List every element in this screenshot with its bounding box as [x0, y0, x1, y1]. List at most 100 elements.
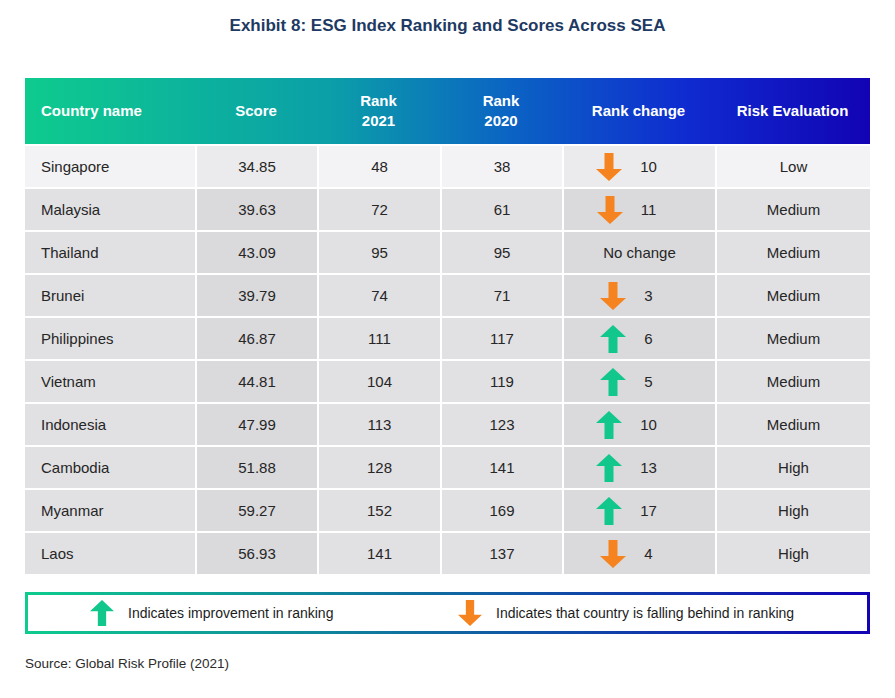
rank-2020-cell: 141 — [440, 447, 562, 488]
country-cell: Malaysia — [25, 189, 195, 230]
rank-change-cell: 3 — [562, 275, 715, 316]
exhibit-page: Exhibit 8: ESG Index Ranking and Scores … — [0, 0, 895, 698]
rank-up-arrow-icon — [596, 497, 622, 525]
score-cell: 43.09 — [195, 232, 317, 273]
risk-cell: Medium — [715, 361, 870, 402]
score-cell: 44.81 — [195, 361, 317, 402]
rank-change-value: 5 — [644, 373, 652, 390]
score-cell: 47.99 — [195, 404, 317, 445]
score-cell: 46.87 — [195, 318, 317, 359]
rank-2021-cell: 74 — [317, 275, 440, 316]
rank-2021-cell: 113 — [317, 404, 440, 445]
rank-2021-cell: 141 — [317, 533, 440, 574]
rank-2021-cell: 95 — [317, 232, 440, 273]
rank-2020-cell: 119 — [440, 361, 562, 402]
rank-up-arrow-icon — [600, 368, 626, 396]
score-cell: 51.88 — [195, 447, 317, 488]
rank-down-arrow-icon — [597, 196, 623, 224]
esg-ranking-table: Country name Score Rank 2021 Rank 2020 R… — [25, 78, 870, 574]
rank-2021-cell: 48 — [317, 146, 440, 187]
rank-2020-cell: 169 — [440, 490, 562, 531]
rank-change-group: 10 — [596, 411, 657, 439]
rank-change-value: No change — [603, 244, 676, 261]
table-row: Myanmar 59.27 152 169 17 High — [25, 490, 870, 531]
exhibit-title: Exhibit 8: ESG Index Ranking and Scores … — [0, 16, 895, 36]
rank-change-value: 11 — [641, 201, 657, 218]
table-row: Brunei 39.79 74 71 3 Medium — [25, 275, 870, 316]
header-rank-2021: Rank 2021 — [317, 78, 440, 144]
legend-improve-text: Indicates improvement in ranking — [128, 605, 333, 621]
legend-box: Indicates improvement in ranking Indicat… — [25, 592, 870, 634]
table-row: Philippines 46.87 111 117 6 Medium — [25, 318, 870, 359]
risk-cell: Medium — [715, 318, 870, 359]
legend-decline-text: Indicates that country is falling behind… — [496, 605, 794, 621]
rank-change-group: 5 — [600, 368, 652, 396]
legend-improve: Indicates improvement in ranking — [90, 595, 333, 631]
down-arrow-icon — [458, 598, 482, 628]
rank-change-cell: 11 — [562, 189, 715, 230]
table-row: Malaysia 39.63 72 61 11 Medium — [25, 189, 870, 230]
table-header-row: Country name Score Rank 2021 Rank 2020 R… — [25, 78, 870, 144]
rank-2021-cell: 111 — [317, 318, 440, 359]
rank-2021-cell: 152 — [317, 490, 440, 531]
rank-change-group: 13 — [596, 454, 657, 482]
rank-change-cell: 10 — [562, 404, 715, 445]
rank-change-group: 4 — [600, 540, 652, 568]
table-row: Indonesia 47.99 113 123 10 Medium — [25, 404, 870, 445]
table-body: Singapore 34.85 48 38 10 Low Malaysia 39… — [25, 146, 870, 574]
rank-2021-cell: 72 — [317, 189, 440, 230]
rank-change-cell: 10 — [562, 146, 715, 187]
rank-change-value: 17 — [640, 502, 657, 519]
rank-change-group: 6 — [600, 325, 652, 353]
table-row: Laos 56.93 141 137 4 High — [25, 533, 870, 574]
risk-cell: Low — [715, 146, 870, 187]
rank-2020-cell: 38 — [440, 146, 562, 187]
rank-down-arrow-icon — [596, 153, 622, 181]
country-cell: Thailand — [25, 232, 195, 273]
score-cell: 59.27 — [195, 490, 317, 531]
rank-down-arrow-icon — [600, 282, 626, 310]
header-country-name: Country name — [25, 78, 195, 144]
table-row: Thailand 43.09 95 95 No change Medium — [25, 232, 870, 273]
rank-2020-cell: 137 — [440, 533, 562, 574]
rank-up-arrow-icon — [596, 454, 622, 482]
header-risk-evaluation: Risk Evaluation — [715, 78, 870, 144]
country-cell: Myanmar — [25, 490, 195, 531]
table-row: Cambodia 51.88 128 141 13 High — [25, 447, 870, 488]
country-cell: Indonesia — [25, 404, 195, 445]
legend-decline: Indicates that country is falling behind… — [458, 595, 794, 631]
header-rank-change: Rank change — [562, 78, 715, 144]
rank-change-cell: 5 — [562, 361, 715, 402]
rank-2020-cell: 61 — [440, 189, 562, 230]
rank-change-value: 10 — [640, 158, 657, 175]
country-cell: Vietnam — [25, 361, 195, 402]
risk-cell: Medium — [715, 275, 870, 316]
country-cell: Philippines — [25, 318, 195, 359]
rank-change-group: 10 — [596, 153, 657, 181]
risk-cell: High — [715, 447, 870, 488]
rank-up-arrow-icon — [596, 411, 622, 439]
rank-change-value: 6 — [644, 330, 652, 347]
rank-change-group: No change — [603, 244, 676, 261]
rank-change-group: 17 — [596, 497, 657, 525]
table-row: Singapore 34.85 48 38 10 Low — [25, 146, 870, 187]
rank-change-value: 3 — [644, 287, 652, 304]
score-cell: 34.85 — [195, 146, 317, 187]
header-score: Score — [195, 78, 317, 144]
rank-2020-cell: 71 — [440, 275, 562, 316]
rank-change-group: 11 — [597, 196, 657, 224]
rank-change-cell: 6 — [562, 318, 715, 359]
rank-change-cell: No change — [562, 232, 715, 273]
rank-2020-cell: 123 — [440, 404, 562, 445]
table-row: Vietnam 44.81 104 119 5 Medium — [25, 361, 870, 402]
risk-cell: High — [715, 533, 870, 574]
risk-cell: Medium — [715, 232, 870, 273]
score-cell: 39.79 — [195, 275, 317, 316]
rank-down-arrow-icon — [600, 540, 626, 568]
country-cell: Singapore — [25, 146, 195, 187]
country-cell: Brunei — [25, 275, 195, 316]
rank-change-cell: 17 — [562, 490, 715, 531]
rank-change-group: 3 — [600, 282, 652, 310]
rank-change-cell: 13 — [562, 447, 715, 488]
risk-cell: Medium — [715, 189, 870, 230]
